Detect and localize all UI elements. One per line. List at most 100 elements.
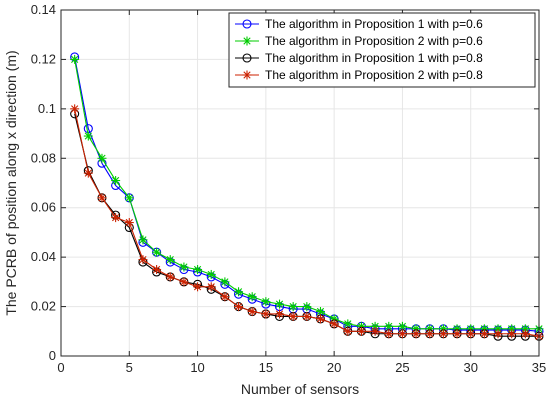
data-point-asterisk xyxy=(242,36,252,46)
data-point-asterisk xyxy=(370,326,380,336)
data-point-asterisk xyxy=(479,329,489,339)
asterisk-stroke xyxy=(152,265,161,274)
asterisk-stroke xyxy=(125,218,133,227)
x-tick-label: 30 xyxy=(463,360,477,375)
legend-item: The algorithm in Proposition 1 with p=0.… xyxy=(235,51,483,65)
data-point-asterisk xyxy=(261,309,271,319)
data-point-asterisk xyxy=(261,297,271,307)
data-point-asterisk xyxy=(242,70,252,80)
asterisk-stroke xyxy=(139,255,147,264)
y-axis-label: The PCRB of position along x direction (… xyxy=(3,50,19,315)
x-tick-label: 15 xyxy=(259,360,273,375)
data-point-asterisk xyxy=(397,329,407,339)
asterisk-stroke xyxy=(152,248,161,256)
data-point-asterisk xyxy=(507,329,517,339)
legend: The algorithm in Proposition 1 with p=0.… xyxy=(228,12,536,88)
data-point-asterisk xyxy=(275,299,285,309)
data-point-asterisk xyxy=(193,265,203,274)
asterisk-stroke xyxy=(248,293,256,301)
asterisk-stroke xyxy=(412,330,420,338)
data-point-asterisk xyxy=(302,311,312,321)
axis-ticks: 0 5 10 15 20 25 30 35 0 0.02 0.04 0.06 0.08 0.1 0.12 0.… xyxy=(31,2,547,375)
asterisk-stroke xyxy=(357,327,366,335)
y-tick-label: 0.08 xyxy=(31,150,56,165)
series-layer xyxy=(70,52,544,341)
data-point-asterisk xyxy=(302,302,312,312)
x-tick-label: 20 xyxy=(327,360,341,375)
legend-item: The algorithm in Proposition 2 with p=0.… xyxy=(235,34,483,48)
data-point-asterisk xyxy=(493,329,503,339)
x-tick-label: 10 xyxy=(190,360,204,375)
data-point-asterisk xyxy=(425,329,435,339)
data-point-asterisk xyxy=(165,255,175,265)
data-point-asterisk xyxy=(206,269,216,279)
y-tick-label: 0.02 xyxy=(31,299,56,314)
asterisk-stroke xyxy=(193,265,202,274)
data-point-asterisk xyxy=(452,329,462,339)
data-point-asterisk xyxy=(288,302,298,312)
data-point-asterisk xyxy=(97,153,107,163)
asterisk-stroke xyxy=(243,71,251,79)
asterisk-stroke xyxy=(330,320,338,328)
asterisk-stroke xyxy=(480,330,489,338)
data-point-asterisk xyxy=(315,314,325,324)
asterisk-stroke xyxy=(371,327,379,335)
asterisk-stroke xyxy=(84,132,92,140)
asterisk-stroke xyxy=(243,37,251,45)
data-point-asterisk xyxy=(288,311,298,321)
data-point-asterisk xyxy=(247,307,257,317)
asterisk-stroke xyxy=(248,307,256,316)
asterisk-stroke xyxy=(303,302,311,311)
asterisk-stroke xyxy=(111,176,120,185)
data-point-asterisk xyxy=(70,104,80,114)
data-point-asterisk xyxy=(83,168,93,178)
asterisk-stroke xyxy=(166,273,174,281)
asterisk-stroke xyxy=(289,302,297,311)
legend-label: The algorithm in Proposition 2 with p=0.… xyxy=(265,68,483,82)
data-point-asterisk xyxy=(111,213,121,223)
x-tick-label: 25 xyxy=(395,360,409,375)
y-tick-label: 0.06 xyxy=(31,200,56,215)
asterisk-stroke xyxy=(521,330,529,338)
data-point-asterisk xyxy=(234,287,244,297)
asterisk-stroke xyxy=(275,310,284,318)
asterisk-stroke xyxy=(139,236,147,244)
legend-item: The algorithm in Proposition 2 with p=0.… xyxy=(235,68,483,82)
asterisk-stroke xyxy=(207,283,215,291)
data-point-asterisk xyxy=(329,319,339,329)
asterisk-stroke xyxy=(289,312,297,321)
asterisk-stroke xyxy=(98,154,106,162)
x-tick-label: 0 xyxy=(57,360,64,375)
data-point-asterisk xyxy=(165,272,175,282)
data-point-asterisk xyxy=(275,309,285,319)
data-point-asterisk xyxy=(138,235,148,245)
asterisk-stroke xyxy=(98,194,106,202)
data-point-asterisk xyxy=(193,282,203,292)
asterisk-stroke xyxy=(316,315,325,323)
y-tick-label: 0.12 xyxy=(31,51,56,66)
data-point-asterisk xyxy=(138,255,148,265)
asterisk-stroke xyxy=(71,55,79,64)
asterisk-stroke xyxy=(385,330,393,338)
data-point-asterisk xyxy=(220,277,230,287)
data-point-asterisk xyxy=(70,54,80,64)
data-point-asterisk xyxy=(179,277,189,287)
asterisk-stroke xyxy=(221,278,229,286)
asterisk-stroke xyxy=(494,330,502,338)
asterisk-stroke xyxy=(234,302,243,311)
data-point-circle xyxy=(242,19,252,29)
y-tick-label: 0.14 xyxy=(31,2,56,17)
data-point-asterisk xyxy=(438,329,448,339)
asterisk-stroke xyxy=(71,105,79,113)
data-point-asterisk xyxy=(411,329,421,339)
x-tick-label: 5 xyxy=(126,360,133,375)
plot-frame xyxy=(60,9,540,357)
data-point-asterisk xyxy=(466,329,476,339)
asterisk-stroke xyxy=(344,320,352,328)
data-point-asterisk xyxy=(152,265,162,274)
asterisk-stroke xyxy=(275,300,284,308)
data-point-asterisk xyxy=(343,326,353,336)
asterisk-stroke xyxy=(125,194,133,202)
data-point-asterisk xyxy=(97,193,107,203)
